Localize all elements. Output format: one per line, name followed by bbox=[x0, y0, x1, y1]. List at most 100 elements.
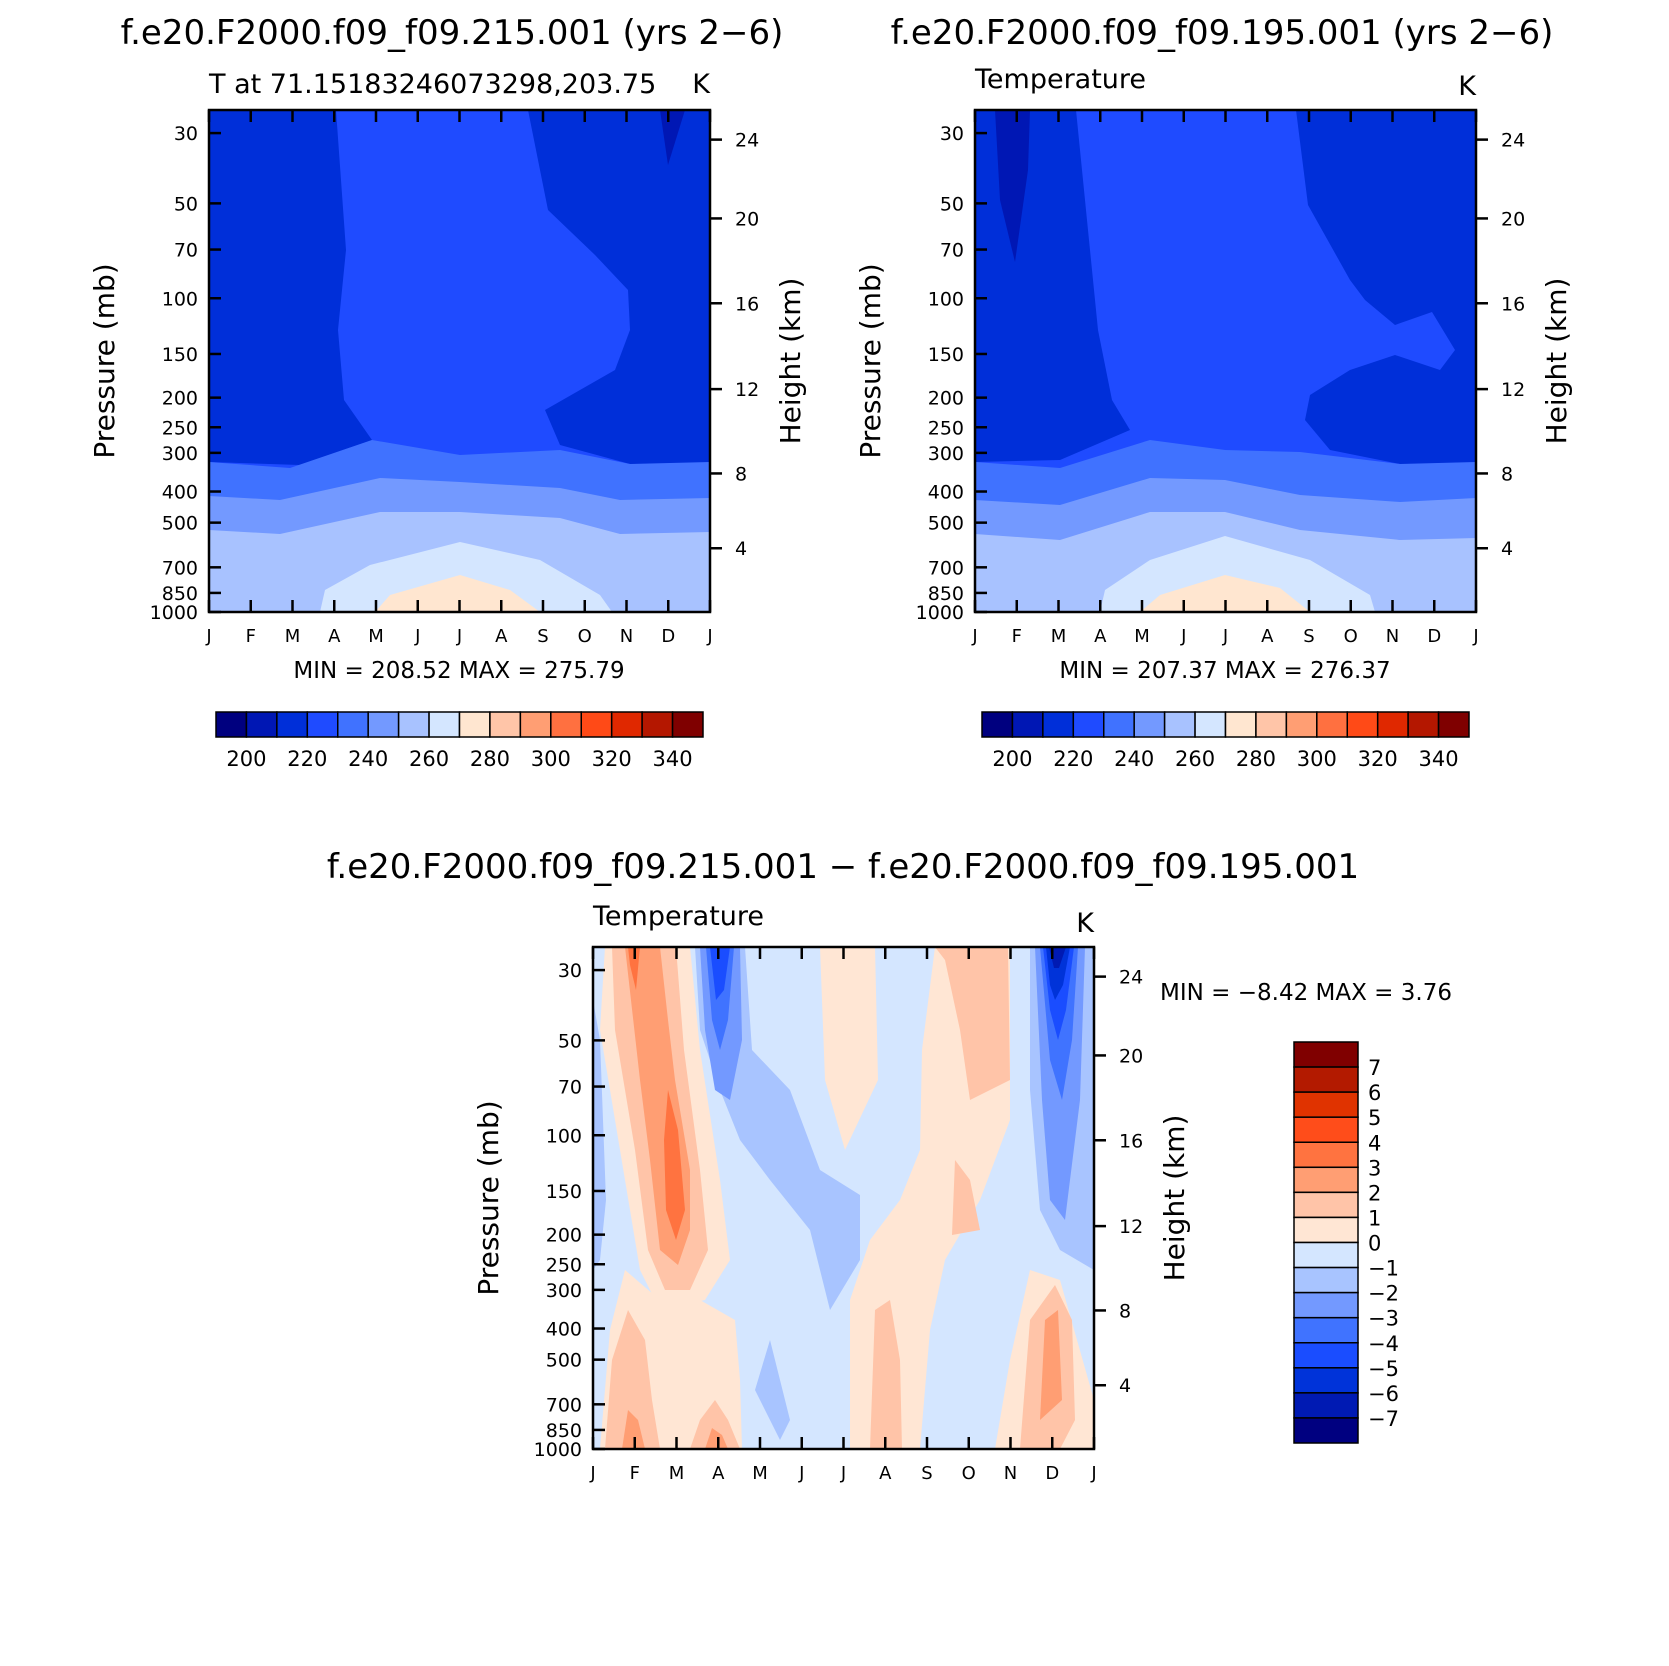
x-tick-label: A bbox=[1094, 626, 1107, 647]
x-tick-label: S bbox=[1303, 626, 1314, 647]
x-tick-label: A bbox=[495, 626, 508, 647]
y-axis-label-left: Pressure (mb) bbox=[88, 263, 121, 458]
colorbar-swatch bbox=[1103, 711, 1135, 738]
colorbar-swatch bbox=[580, 711, 613, 738]
x-tick-label: M bbox=[1134, 626, 1150, 647]
y2-tick-label: 24 bbox=[735, 130, 759, 152]
colorbar-swatch bbox=[610, 711, 643, 738]
y-tick-label: 1000 bbox=[150, 602, 198, 624]
y-axis-label-left: Pressure (mb) bbox=[854, 263, 887, 458]
colorbar: 200 220 240 260 280 300 320 340 bbox=[981, 711, 1470, 771]
y2-tick-label: 8 bbox=[1119, 1300, 1131, 1322]
y-tick-label: 300 bbox=[546, 1280, 582, 1302]
colorbar-label: −6 bbox=[1368, 1382, 1399, 1406]
colorbar-swatch bbox=[1293, 1066, 1359, 1093]
colorbar-label: 0 bbox=[1368, 1232, 1381, 1256]
panel-title: f.e20.F2000.f09_f09.215.001 − f.e20.F200… bbox=[327, 847, 1359, 887]
y-tick-label: 500 bbox=[928, 513, 964, 535]
colorbar-swatch bbox=[1293, 1166, 1359, 1194]
x-tick-label: F bbox=[1012, 626, 1022, 647]
colorbar-swatch bbox=[550, 711, 582, 738]
y2-tick-label: 24 bbox=[1119, 967, 1143, 989]
colorbar-swatch bbox=[1163, 711, 1196, 738]
anomaly-warm2-lower-feb bbox=[605, 1310, 660, 1449]
panel-axes: J F M A M J J A S O N D J 30 50 70 100 150 200 250 300 400 500… bbox=[150, 110, 759, 647]
y-tick-label: 150 bbox=[928, 344, 964, 366]
y-axis-label-right: Height (km) bbox=[1540, 278, 1573, 445]
x-tick-label: O bbox=[578, 626, 592, 647]
colorbar-swatch bbox=[1293, 1316, 1359, 1344]
y-tick-label: 100 bbox=[546, 1125, 582, 1147]
x-tick-label: N bbox=[1004, 1463, 1017, 1484]
y-tick-label: 200 bbox=[928, 388, 964, 410]
y-tick-label: 500 bbox=[162, 513, 198, 535]
y-tick-label: 200 bbox=[162, 388, 198, 410]
y2-tick-label: 20 bbox=[1501, 208, 1525, 230]
colorbar-swatch bbox=[245, 711, 278, 738]
colorbar-swatch bbox=[1133, 711, 1166, 738]
x-tick-label: O bbox=[962, 1463, 976, 1484]
x-tick-label: D bbox=[1045, 1463, 1059, 1484]
y-tick-label: 150 bbox=[162, 344, 198, 366]
x-tick-label: J bbox=[840, 1463, 846, 1484]
contour-field bbox=[209, 110, 710, 612]
y-tick-label: 850 bbox=[546, 1420, 582, 1442]
contour-field bbox=[975, 110, 1476, 612]
panel-axes: J F M A M J J A S O N D J 30 50 70 100 150 200 250 300 400 500… bbox=[916, 110, 1525, 647]
y2-tick-label: 20 bbox=[1119, 1045, 1143, 1067]
colorbar-swatch bbox=[1293, 1116, 1359, 1143]
x-tick-label: J bbox=[1180, 626, 1186, 647]
colorbar-swatch bbox=[1293, 1216, 1359, 1244]
colorbar-swatch bbox=[519, 711, 552, 738]
anomaly-warm2-oct-mid bbox=[952, 1160, 980, 1235]
colorbar-label: 4 bbox=[1368, 1131, 1381, 1155]
colorbar-swatch bbox=[1042, 711, 1075, 738]
y-tick-label: 100 bbox=[928, 288, 964, 310]
colorbar-swatch bbox=[1376, 711, 1409, 738]
y2-tick-label: 20 bbox=[735, 208, 759, 230]
y2-tick-label: 8 bbox=[1501, 463, 1513, 485]
panel-subtitle-left: Temperature bbox=[974, 64, 1146, 95]
x-tick-label: J bbox=[1472, 626, 1478, 647]
contour-level-200-strip bbox=[995, 110, 1030, 262]
anomaly-cool4-apr bbox=[710, 947, 730, 1000]
anomaly-warm-feb-orange-top bbox=[628, 947, 640, 990]
x-tick-label: O bbox=[1344, 626, 1358, 647]
y2-tick-label: 16 bbox=[1501, 293, 1525, 315]
y-tick-label: 850 bbox=[928, 583, 964, 605]
colorbar-swatch bbox=[641, 711, 674, 738]
y-tick-label: 70 bbox=[558, 1077, 582, 1099]
panel-title: f.e20.F2000.f09_f09.195.001 (yrs 2−6) bbox=[891, 13, 1554, 53]
colorbar-swatch bbox=[1285, 711, 1318, 738]
colorbar-label: 5 bbox=[1368, 1106, 1381, 1130]
panel-title: f.e20.F2000.f09_f09.215.001 (yrs 2−6) bbox=[121, 13, 784, 53]
y-axis-label-left: Pressure (mb) bbox=[472, 1100, 505, 1295]
y-tick-label: 70 bbox=[174, 240, 198, 262]
x-tick-label: F bbox=[630, 1463, 640, 1484]
x-tick-label: M bbox=[752, 1463, 768, 1484]
colorbar-label: 260 bbox=[409, 747, 449, 771]
y-tick-label: 300 bbox=[928, 443, 964, 465]
y-tick-label: 30 bbox=[174, 123, 198, 145]
colorbar-label: 260 bbox=[1175, 747, 1215, 771]
colorbar-label: 300 bbox=[1297, 747, 1337, 771]
colorbar-label: −5 bbox=[1368, 1357, 1399, 1381]
x-tick-label: J bbox=[1090, 1463, 1096, 1484]
y2-tick-label: 12 bbox=[1501, 379, 1525, 401]
y-axis-label-right: Height (km) bbox=[774, 278, 807, 445]
colorbar-swatch bbox=[1293, 1241, 1359, 1269]
colorbar-swatch bbox=[1437, 711, 1470, 738]
y2-tick-label: 16 bbox=[735, 293, 759, 315]
y-tick-label: 1000 bbox=[916, 602, 964, 624]
colorbar-swatch bbox=[1293, 1291, 1359, 1319]
contour-level-270 bbox=[375, 575, 540, 612]
colorbar-swatch bbox=[215, 711, 248, 738]
y-tick-label: 400 bbox=[928, 482, 964, 504]
colorbar-swatch bbox=[671, 711, 704, 738]
colorbar-label: 240 bbox=[348, 747, 388, 771]
contour-field bbox=[593, 947, 1094, 1449]
min-max-readout: MIN = −8.42 MAX = 3.76 bbox=[1160, 980, 1452, 1006]
colorbar-swatch bbox=[428, 711, 461, 738]
y-tick-label: 100 bbox=[162, 288, 198, 310]
y-tick-label: 150 bbox=[546, 1181, 582, 1203]
